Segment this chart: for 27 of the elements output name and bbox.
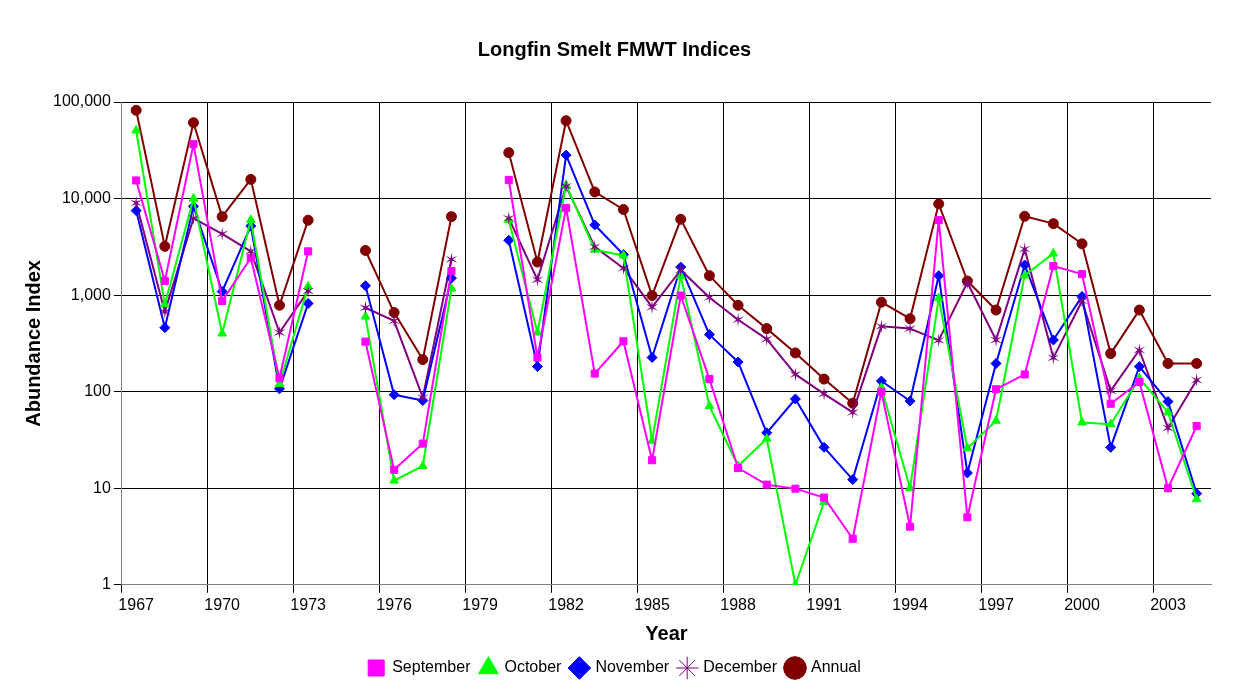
x-tick-label: 1970 — [204, 595, 241, 613]
y-tick-label: 1 — [101, 575, 111, 593]
legend-label: December — [703, 658, 778, 676]
x-tick-label: 1988 — [720, 595, 756, 613]
legend-label: October — [504, 658, 563, 676]
x-tick-label: 1967 — [118, 595, 155, 613]
x-tick-label: 1997 — [978, 595, 1014, 613]
y-tick-label: 100,000 — [52, 92, 111, 110]
legend-label: November — [595, 658, 670, 676]
y-tick-label: 10 — [93, 478, 111, 496]
y-tick-label: 100 — [84, 382, 111, 400]
y-axis-title: Abundance Index — [21, 260, 44, 427]
x-tick-label: 1994 — [892, 595, 928, 613]
x-tick-label: 1979 — [462, 595, 499, 613]
chart-title: Longfin Smelt FMWT Indices — [477, 37, 752, 60]
legend-label: Annual — [810, 658, 861, 676]
x-tick-label: 2000 — [1064, 595, 1100, 613]
x-axis-title: Year — [645, 621, 688, 644]
x-tick-label: 1991 — [806, 595, 842, 613]
x-tick-label: 1982 — [548, 595, 584, 613]
x-tick-label: 1976 — [376, 595, 413, 613]
legend-label: September — [392, 658, 472, 676]
x-tick-label: 1973 — [290, 595, 327, 613]
x-tick-label: 1985 — [634, 595, 670, 613]
x-tick-label: 2003 — [1150, 595, 1186, 613]
y-tick-label: 10,000 — [61, 188, 111, 206]
y-tick-label: 1,000 — [70, 285, 111, 303]
